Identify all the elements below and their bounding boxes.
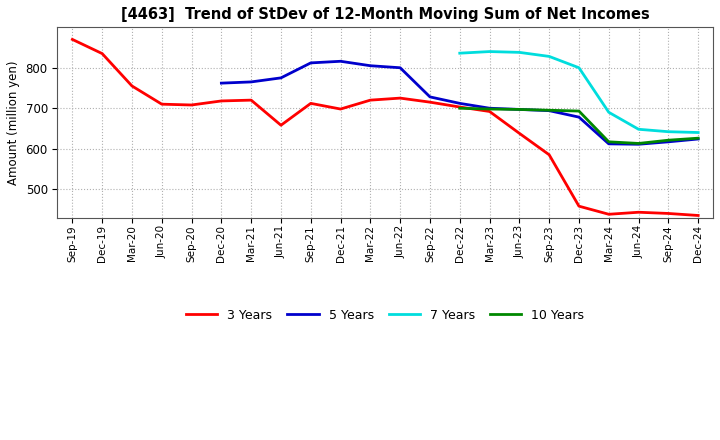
- 10 Years: [634, 141, 643, 146]
- 7 Years: [664, 129, 672, 134]
- 7 Years: [515, 50, 523, 55]
- 5 Years: [456, 101, 464, 106]
- 10 Years: [485, 106, 494, 112]
- 10 Years: [545, 108, 554, 113]
- 3 Years: [634, 209, 643, 215]
- 3 Years: [217, 98, 225, 103]
- Y-axis label: Amount (million yen): Amount (million yen): [7, 60, 20, 185]
- 5 Years: [336, 59, 345, 64]
- 5 Years: [366, 63, 374, 68]
- 5 Years: [485, 106, 494, 111]
- Line: 7 Years: 7 Years: [460, 51, 698, 132]
- 5 Years: [217, 81, 225, 86]
- 10 Years: [515, 107, 523, 112]
- 7 Years: [604, 110, 613, 115]
- 5 Years: [604, 141, 613, 147]
- 10 Years: [664, 138, 672, 143]
- 3 Years: [98, 51, 107, 56]
- 5 Years: [694, 136, 703, 142]
- 5 Years: [276, 75, 285, 81]
- 5 Years: [664, 139, 672, 144]
- 3 Years: [247, 98, 256, 103]
- 3 Years: [127, 83, 136, 88]
- Line: 5 Years: 5 Years: [221, 61, 698, 144]
- 5 Years: [575, 114, 583, 120]
- 7 Years: [634, 127, 643, 132]
- 5 Years: [247, 79, 256, 84]
- 3 Years: [396, 95, 405, 101]
- 3 Years: [336, 106, 345, 112]
- 3 Years: [68, 37, 77, 42]
- 3 Years: [426, 99, 434, 105]
- 3 Years: [664, 211, 672, 216]
- 3 Years: [158, 102, 166, 107]
- 3 Years: [604, 212, 613, 217]
- 7 Years: [694, 130, 703, 135]
- 3 Years: [575, 204, 583, 209]
- 5 Years: [426, 94, 434, 99]
- Line: 3 Years: 3 Years: [73, 40, 698, 216]
- 7 Years: [485, 49, 494, 54]
- 3 Years: [515, 131, 523, 136]
- 3 Years: [307, 101, 315, 106]
- Legend: 3 Years, 5 Years, 7 Years, 10 Years: 3 Years, 5 Years, 7 Years, 10 Years: [181, 304, 590, 326]
- 3 Years: [485, 109, 494, 114]
- 3 Years: [694, 213, 703, 218]
- Line: 10 Years: 10 Years: [460, 108, 698, 143]
- 10 Years: [575, 108, 583, 114]
- 3 Years: [187, 103, 196, 108]
- 10 Years: [694, 136, 703, 141]
- 3 Years: [276, 123, 285, 128]
- 5 Years: [545, 108, 554, 113]
- 5 Years: [396, 65, 405, 70]
- 7 Years: [545, 54, 554, 59]
- 5 Years: [515, 107, 523, 112]
- 3 Years: [366, 98, 374, 103]
- 7 Years: [456, 51, 464, 56]
- 10 Years: [456, 106, 464, 111]
- 3 Years: [456, 104, 464, 110]
- 5 Years: [634, 142, 643, 147]
- 10 Years: [604, 139, 613, 144]
- 7 Years: [575, 65, 583, 70]
- 5 Years: [307, 60, 315, 66]
- 3 Years: [545, 152, 554, 158]
- Title: [4463]  Trend of StDev of 12-Month Moving Sum of Net Incomes: [4463] Trend of StDev of 12-Month Moving…: [121, 7, 649, 22]
